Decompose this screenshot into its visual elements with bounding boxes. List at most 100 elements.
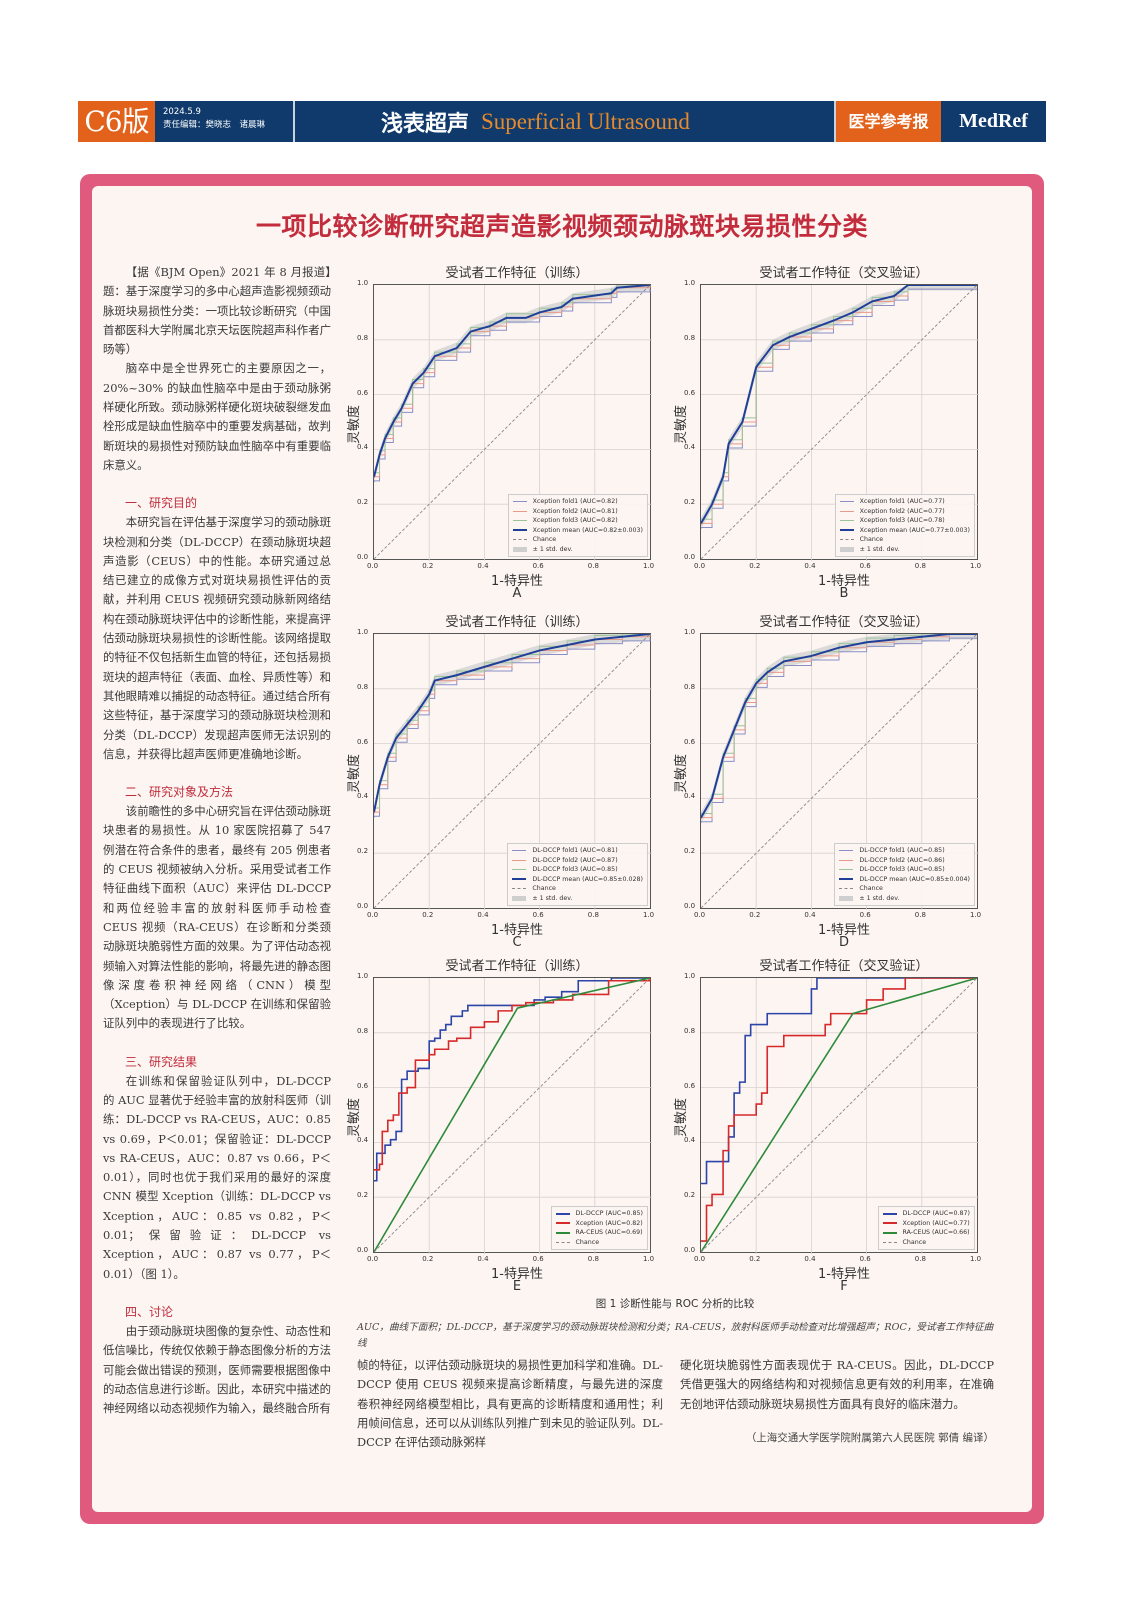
y-axis-label: 灵敏度	[674, 1097, 689, 1137]
brand-logo-zh: 医学参考报	[834, 101, 941, 142]
y-axis-label: 灵敏度	[347, 1097, 362, 1137]
y-tick: 0.8	[684, 682, 696, 691]
y-tick: 0.4	[684, 1136, 696, 1145]
x-tick: 0.6	[859, 911, 871, 919]
x-axis-label: 1-特异性	[818, 574, 870, 589]
section-title: 浅表超声 Superficial Ultrasound	[295, 101, 834, 142]
editors: 责任编辑：樊晓志 诸晨琳	[163, 120, 266, 130]
y-tick: 0.6	[357, 388, 369, 397]
roc-chart-b: 受试者工作特征（交叉验证） Xception fold1 (AUC=0.77) Xc…	[672, 262, 988, 607]
y-tick: 0.0	[357, 553, 369, 561]
x-tick: 0.4	[477, 562, 489, 570]
headline: 一项比较诊断研究超声造影视频颈动脉斑块易损性分类	[255, 212, 868, 241]
x-tick: 0.2	[422, 911, 434, 919]
chart-title: 受试者工作特征（训练）	[445, 959, 589, 974]
y-tick: 0.6	[684, 388, 696, 397]
x-tick: 1.0	[970, 1255, 982, 1263]
y-tick: 1.0	[684, 972, 696, 980]
plot-area: DL-DCCP fold1 (AUC=0.85) DL-DCCP fold2 (A…	[700, 633, 979, 910]
continuation-column-3: 硬化斑块脆弱性方面表现优于 RA-CEUS。因此，DL-DCCP 凭借更强大的网…	[680, 1358, 994, 1411]
section-body-results: 在训练和保留验证队列中，DL-DCCP 的 AUC 显著优于经验丰富的放射科医师…	[103, 1073, 331, 1281]
edition-badge: C6版	[78, 101, 155, 142]
plot-area: DL-DCCP (AUC=0.85) Xception (AUC=0.82) RA-…	[373, 977, 652, 1254]
section-heading-purpose: 一、研究目的	[125, 496, 198, 511]
chart-legend: DL-DCCP fold1 (AUC=0.81) DL-DCCP fold2 (A…	[507, 843, 648, 906]
masthead: C6版 2024.5.9 责任编辑：樊晓志 诸晨琳 浅表超声 Superfici…	[78, 101, 1046, 142]
section-title-en: Superficial Ultrasound	[481, 108, 690, 134]
y-tick: 0.8	[357, 333, 369, 342]
x-tick: 1.0	[970, 911, 982, 919]
x-tick: 1.0	[643, 911, 655, 919]
x-tick: 0.0	[694, 562, 706, 570]
y-tick: 1.0	[357, 628, 369, 636]
x-tick: 0.4	[804, 911, 816, 919]
translator-credit: （上海交通大学医学院附属第六人民医院 郭倩 编译）	[745, 1432, 994, 1444]
y-tick: 0.8	[357, 1026, 369, 1035]
section-heading-results: 三、研究结果	[125, 1054, 198, 1069]
y-tick: 0.0	[684, 553, 696, 561]
brand-logo-en: MedRef	[959, 110, 1028, 132]
x-tick: 0.0	[367, 1255, 379, 1263]
chart-title: 受试者工作特征（交叉验证）	[759, 959, 929, 974]
x-tick: 0.6	[859, 1255, 871, 1263]
y-tick: 0.2	[684, 498, 696, 507]
section-body-methods: 该前瞻性的多中心研究旨在评估颈动脉斑块患者的易损性。从 10 家医院招募了 54…	[103, 804, 331, 1031]
background-paragraph: 脑卒中是全世界死亡的主要原因之一，20%~30% 的缺血性脑卒中是由于颈动脉粥样…	[103, 361, 331, 472]
x-tick: 0.0	[367, 911, 379, 919]
y-tick: 0.0	[684, 1246, 696, 1254]
y-tick: 0.8	[684, 1026, 696, 1035]
y-tick: 0.0	[684, 902, 696, 910]
figure-note: AUC，曲线下面积；DL-DCCP，基于深度学习的颈动脉斑块检测和分类；RA-C…	[357, 1322, 994, 1349]
x-tick: 0.0	[367, 562, 379, 570]
x-tick: 0.8	[587, 1255, 599, 1263]
y-tick: 0.2	[357, 847, 369, 856]
x-axis-label: 1-特异性	[491, 1267, 543, 1282]
x-tick: 0.8	[587, 562, 599, 570]
chart-legend: DL-DCCP (AUC=0.87) Xception (AUC=0.77) RA-…	[877, 1206, 975, 1250]
y-axis-label: 灵敏度	[347, 404, 362, 444]
edition-info: 2024.5.9 责任编辑：樊晓志 诸晨琳	[155, 101, 295, 142]
intro-paragraph: 【据《BJM Open》2021 年 8 月报道】题：基于深度学习的多中心超声造…	[103, 265, 331, 357]
x-tick: 0.2	[422, 1255, 434, 1263]
x-tick: 1.0	[643, 562, 655, 570]
panel-label: B	[839, 586, 849, 601]
panel-label: C	[512, 935, 522, 950]
y-tick: 0.2	[684, 1191, 696, 1200]
y-tick: 0.6	[357, 737, 369, 746]
chart-title: 受试者工作特征（交叉验证）	[759, 266, 929, 281]
x-tick: 0.2	[749, 911, 761, 919]
plot-area: DL-DCCP fold1 (AUC=0.81) DL-DCCP fold2 (A…	[373, 633, 652, 910]
chart-legend: DL-DCCP (AUC=0.85) Xception (AUC=0.82) RA-…	[550, 1206, 648, 1250]
chart-title: 受试者工作特征（训练）	[445, 266, 589, 281]
section-heading-methods: 二、研究对象及方法	[125, 785, 234, 800]
y-axis-label: 灵敏度	[674, 404, 689, 444]
x-axis-label: 1-特异性	[491, 574, 543, 589]
x-axis-label: 1-特异性	[818, 1267, 870, 1282]
x-tick: 0.6	[532, 1255, 544, 1263]
x-tick: 0.6	[532, 562, 544, 570]
y-tick: 1.0	[684, 279, 696, 287]
x-tick: 1.0	[643, 1255, 655, 1263]
x-tick: 0.8	[914, 911, 926, 919]
y-tick: 0.2	[357, 498, 369, 507]
issue-date: 2024.5.9	[163, 107, 201, 117]
x-tick: 0.2	[749, 1255, 761, 1263]
y-tick: 0.4	[357, 792, 369, 801]
x-axis-label: 1-特异性	[818, 923, 870, 938]
x-tick: 1.0	[970, 562, 982, 570]
y-tick: 1.0	[357, 279, 369, 287]
y-tick: 0.4	[357, 1136, 369, 1145]
x-tick: 0.8	[914, 562, 926, 570]
y-tick: 0.4	[684, 792, 696, 801]
section-heading-discussion: 四、讨论	[125, 1304, 174, 1319]
x-tick: 0.4	[804, 562, 816, 570]
y-tick: 0.6	[684, 1081, 696, 1090]
y-tick: 0.0	[357, 1246, 369, 1254]
y-axis-label: 灵敏度	[674, 753, 689, 793]
chart-legend: DL-DCCP fold1 (AUC=0.85) DL-DCCP fold2 (A…	[834, 843, 975, 906]
chart-title: 受试者工作特征（交叉验证）	[759, 615, 929, 630]
roc-chart-a: 受试者工作特征（训练） Xception fold1 (AUC=0.82) Xcep…	[345, 262, 661, 607]
x-tick: 0.4	[804, 1255, 816, 1263]
y-tick: 1.0	[357, 972, 369, 980]
x-tick: 0.0	[694, 911, 706, 919]
